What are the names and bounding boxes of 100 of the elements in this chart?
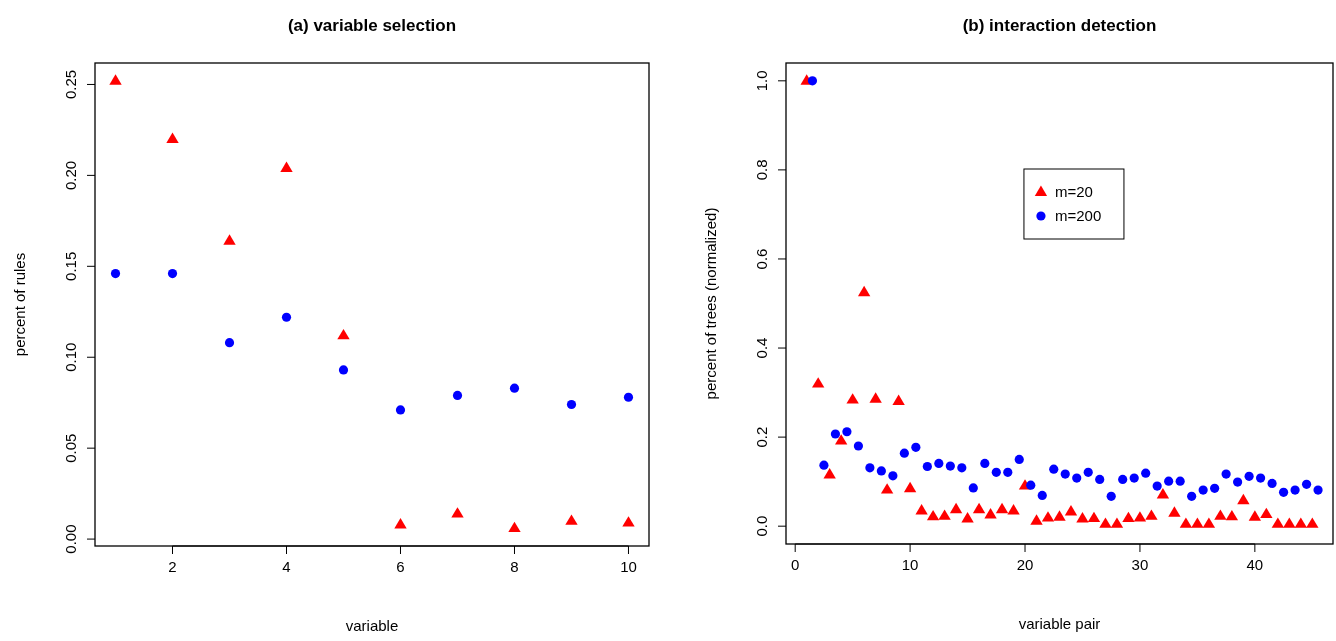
point <box>1313 485 1323 495</box>
point <box>1290 485 1300 495</box>
point <box>1037 490 1047 501</box>
point <box>903 481 917 493</box>
y-axis-title: percent of rules <box>11 252 28 357</box>
point <box>926 509 940 521</box>
y-tick-label: 0.20 <box>62 160 79 190</box>
y-tick-label: 1.0 <box>753 70 770 92</box>
x-tick-label: 0 <box>791 556 800 573</box>
chart-title: (a) variable selection <box>287 16 457 35</box>
x-tick-label: 20 <box>1016 556 1034 573</box>
point <box>1187 491 1197 501</box>
point <box>566 399 577 410</box>
point <box>110 268 121 279</box>
y-axis-title: percent of trees (normalized) <box>702 207 719 400</box>
point <box>1129 473 1139 483</box>
point <box>1198 485 1208 495</box>
point <box>395 405 406 415</box>
point <box>1191 517 1204 528</box>
legend-label: m=200 <box>1054 207 1102 225</box>
y-tick-label: 0.25 <box>62 69 79 100</box>
point <box>224 338 235 348</box>
point <box>957 463 967 473</box>
point <box>1225 509 1239 521</box>
point <box>853 441 863 451</box>
point <box>961 512 974 523</box>
point <box>1248 510 1262 521</box>
point <box>1306 517 1319 528</box>
point <box>846 393 859 404</box>
point <box>807 76 818 86</box>
x-axis-title: variable pair <box>1018 615 1101 632</box>
point <box>1271 517 1285 528</box>
point <box>995 502 1009 514</box>
point <box>394 518 407 529</box>
point <box>508 521 521 533</box>
point <box>819 460 829 470</box>
point <box>1202 517 1216 528</box>
x-tick-label: 8 <box>510 558 519 575</box>
point <box>280 161 293 173</box>
point <box>1278 487 1289 497</box>
point <box>880 483 894 494</box>
point <box>1064 504 1078 516</box>
point <box>1294 517 1307 528</box>
point <box>1221 469 1231 479</box>
y-tick-label: 0.05 <box>62 433 79 463</box>
point <box>972 502 986 514</box>
point <box>888 471 898 481</box>
y-tick-label: 0.2 <box>753 426 770 448</box>
point <box>949 502 963 514</box>
point <box>1014 454 1024 464</box>
point <box>968 483 978 493</box>
point <box>1156 488 1170 499</box>
point <box>984 508 997 519</box>
point <box>834 434 848 445</box>
point <box>1152 481 1162 491</box>
point <box>865 463 875 473</box>
point <box>1175 476 1185 486</box>
x-tick-label: 4 <box>282 558 291 575</box>
point <box>1237 493 1250 505</box>
point <box>922 461 932 472</box>
point <box>812 377 825 388</box>
point <box>1110 517 1124 528</box>
point <box>857 285 871 297</box>
point <box>452 390 463 401</box>
point <box>823 468 836 479</box>
point <box>1003 467 1013 477</box>
y-tick-label: 0.0 <box>753 515 770 537</box>
point <box>1049 464 1059 474</box>
y-tick-label: 0.10 <box>62 342 79 372</box>
y-tick-label: 0.8 <box>753 159 770 181</box>
point <box>1233 477 1243 487</box>
y-tick-label: 0.6 <box>753 248 770 270</box>
point <box>1118 474 1128 485</box>
point <box>565 514 578 525</box>
legend-label: m=20 <box>1054 183 1093 201</box>
point <box>338 365 349 375</box>
point <box>1053 510 1066 521</box>
x-tick-label: 6 <box>396 558 405 575</box>
point <box>876 466 886 476</box>
point <box>1087 511 1101 523</box>
point <box>1214 509 1227 520</box>
point <box>1244 471 1254 481</box>
point <box>1133 511 1147 522</box>
point <box>1099 517 1112 528</box>
point <box>1041 511 1055 522</box>
point <box>1083 467 1093 477</box>
y-tick-label: 0.00 <box>62 524 79 554</box>
point <box>451 507 464 518</box>
point <box>1210 483 1220 493</box>
point <box>1007 504 1020 515</box>
point <box>915 504 928 515</box>
point <box>830 429 841 439</box>
point <box>1026 480 1036 490</box>
x-tick-label: 40 <box>1246 556 1264 573</box>
point <box>1145 509 1158 520</box>
point <box>1076 512 1089 523</box>
point <box>1283 517 1296 528</box>
point <box>337 328 350 340</box>
point <box>167 268 178 279</box>
point <box>1095 474 1105 485</box>
